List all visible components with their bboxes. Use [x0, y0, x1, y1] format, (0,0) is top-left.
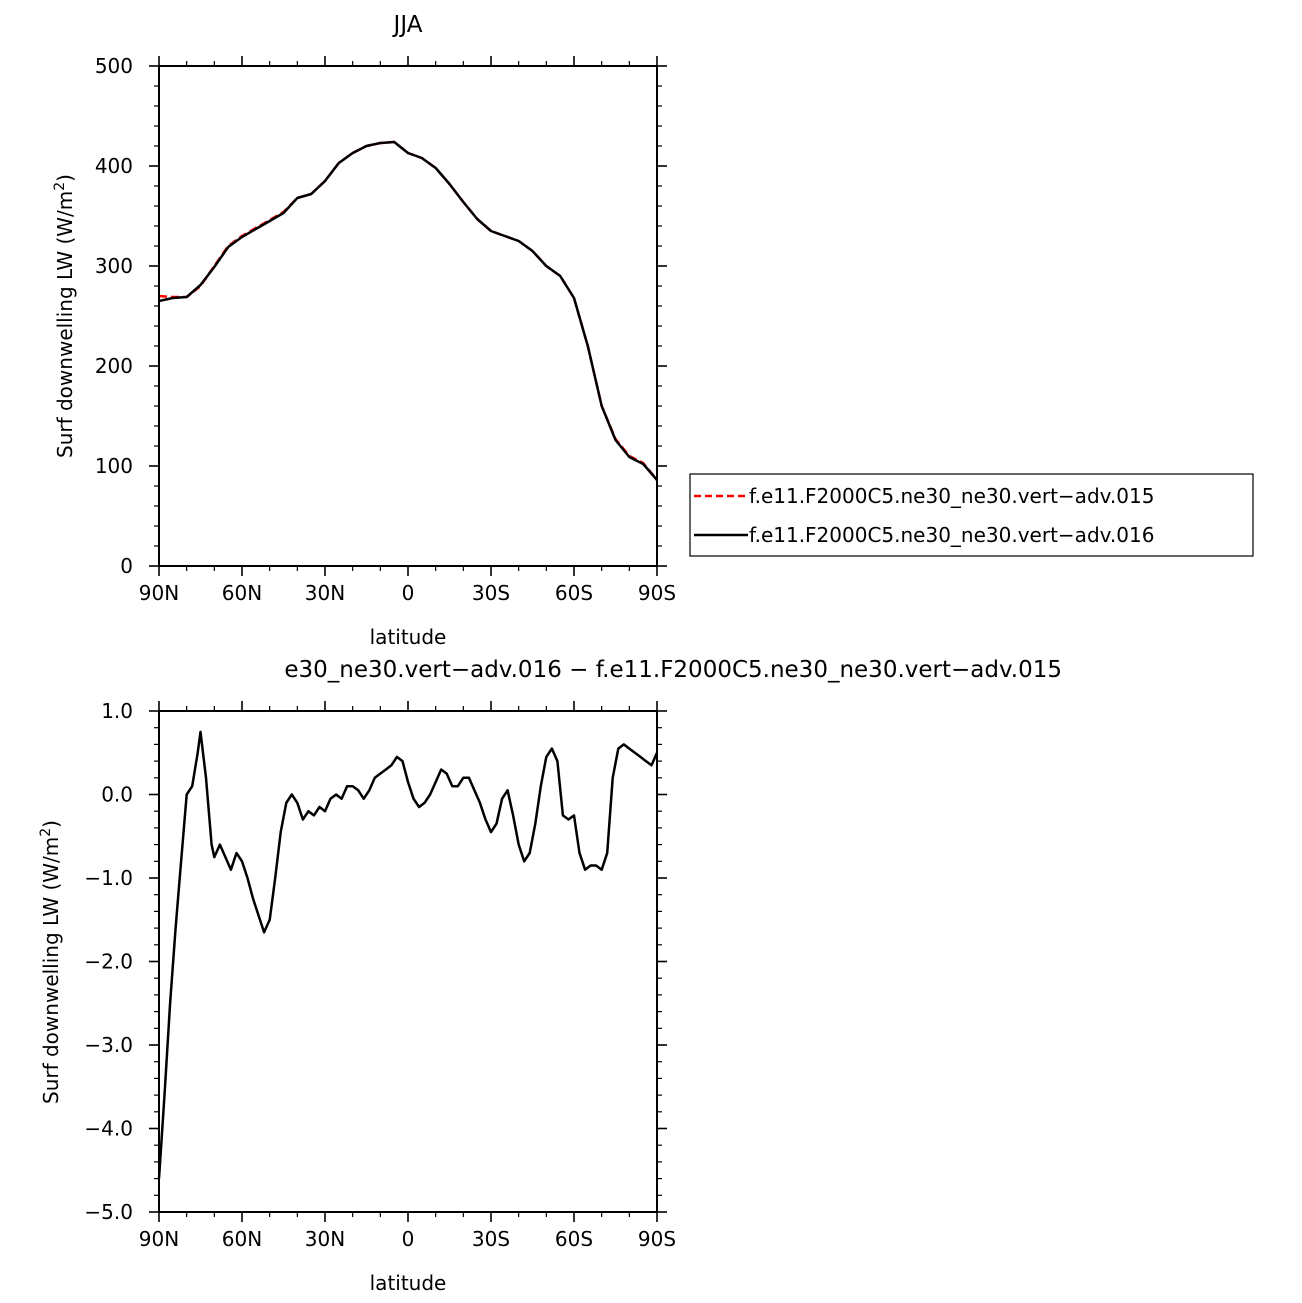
bottom-y-axis-label: Surf downwelling LW (W/m2) — [38, 820, 63, 1104]
legend: f.e11.F2000C5.ne30_ne30.vert−adv.015 f.e… — [689, 473, 1254, 557]
bottom-y-tick-label: −4.0 — [84, 1117, 133, 1141]
top-x-tick-label: 30S — [472, 581, 510, 605]
top-x-tick-label: 60N — [222, 581, 262, 605]
top-series-line-0 — [158, 140, 658, 481]
bottom-y-tick-label: 0.0 — [101, 783, 133, 807]
top-y-tick-label: 300 — [95, 254, 133, 278]
top-y-tick-label: 100 — [95, 454, 133, 478]
bottom-x-tick-label: 30N — [305, 1227, 345, 1251]
top-series-line-1 — [158, 140, 658, 481]
bottom-x-tick-label: 90S — [638, 1227, 676, 1251]
top-y-tick-label: 500 — [95, 54, 133, 78]
top-x-tick-label: 0 — [402, 581, 415, 605]
top-x-tick-label: 30N — [305, 581, 345, 605]
bottom-y-tick-label: −2.0 — [84, 950, 133, 974]
top-y-tick-label: 0 — [120, 554, 133, 578]
top-y-axis-label: Surf downwelling LW (W/m2) — [52, 174, 77, 458]
top-x-tick-label: 90N — [139, 581, 179, 605]
legend-box — [689, 473, 1254, 557]
bottom-chart-panel: e30_ne30.vert−adv.016 − f.e11.F2000C5.ne… — [38, 657, 1062, 1295]
top-chart-panel: JJA 90N 60N 30N 0 30S 60S 90S0100200300400500 … — [52, 12, 676, 649]
bottom-y-tick-label: −1.0 — [84, 866, 133, 890]
top-plot-frame — [158, 65, 658, 567]
bottom-plot-frame — [158, 710, 658, 1213]
bottom-chart-title: e30_ne30.vert−adv.016 − f.e11.F2000C5.ne… — [284, 657, 1062, 683]
bottom-series-line-0 — [157, 730, 659, 1179]
top-x-axis-label: latitude — [370, 625, 447, 649]
bottom-y-tick-label: 1.0 — [101, 699, 133, 723]
bottom-x-tick-label: 30S — [472, 1227, 510, 1251]
bottom-y-tick-label: −3.0 — [84, 1033, 133, 1057]
bottom-x-tick-label: 0 — [402, 1227, 415, 1251]
bottom-y-tick-label: −5.0 — [84, 1200, 133, 1224]
legend-label-015: f.e11.F2000C5.ne30_ne30.vert−adv.015 — [749, 484, 1154, 508]
legend-label-016: f.e11.F2000C5.ne30_ne30.vert−adv.016 — [749, 523, 1154, 547]
bottom-x-axis-label: latitude — [370, 1271, 447, 1295]
top-chart-title: JJA — [392, 12, 423, 38]
bottom-x-tick-label: 90N — [139, 1227, 179, 1251]
bottom-x-tick-label: 60S — [555, 1227, 593, 1251]
bottom-x-tick-label: 60N — [222, 1227, 262, 1251]
top-x-tick-label: 60S — [555, 581, 593, 605]
top-y-tick-label: 200 — [95, 354, 133, 378]
top-y-tick-label: 400 — [95, 154, 133, 178]
top-x-tick-label: 90S — [638, 581, 676, 605]
